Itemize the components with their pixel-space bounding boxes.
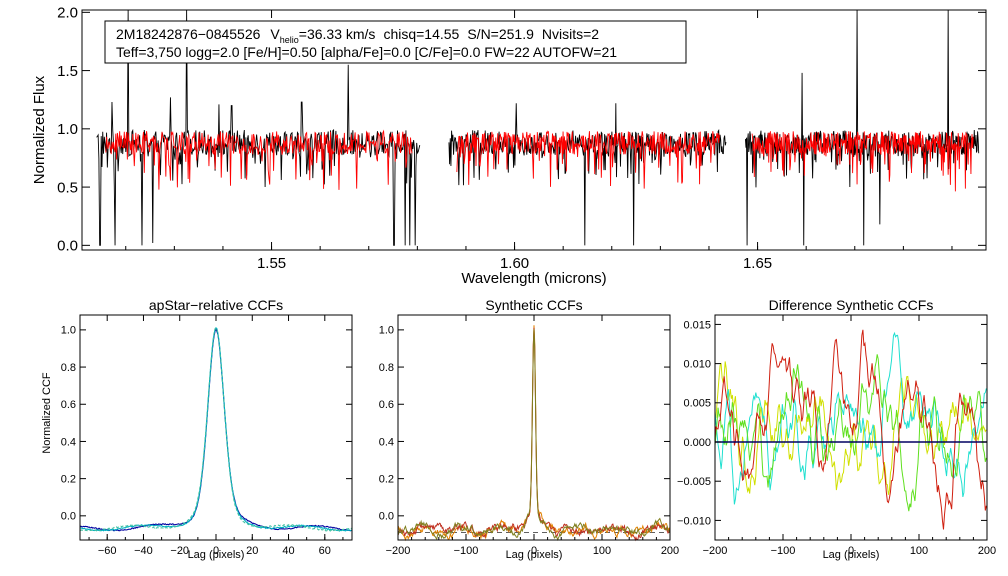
- y-tick-label: 0.6: [61, 399, 76, 411]
- synthetic-traces: [397, 325, 671, 542]
- y-tick-label: 1.0: [379, 325, 394, 337]
- synthetic-ccf-panel: Synthetic CCFs −200 −100 0 100 200 0.0 0.2 0.4 0…: [379, 297, 679, 561]
- y-tick-label: −0.010: [677, 515, 711, 527]
- y-tick-label: 0.005: [683, 398, 711, 410]
- info-line-2: Teff=3,750 logg=2.0 [Fe/H]=0.50 [alpha/F…: [116, 44, 617, 60]
- x-tick-label: −60: [98, 545, 117, 557]
- x-tick-label: 100: [910, 545, 928, 557]
- synthetic-title: Synthetic CCFs: [485, 297, 582, 313]
- difference-title: Difference Synthetic CCFs: [769, 297, 934, 313]
- x-tick-label: −200: [386, 545, 411, 557]
- y-tick-label: 0.2: [61, 473, 76, 485]
- info-chisq: chisq=14.55: [383, 26, 459, 42]
- spectrum-axis-ticks: [82, 10, 986, 250]
- x-tick-label: 0: [213, 545, 219, 557]
- info-line-1: 2M18242876−0845526 Vhelio=36.33 km/s chisq…: [116, 26, 599, 45]
- info-v-value: =36.33 km/s: [299, 26, 376, 42]
- x-tick-label: 1.60: [500, 255, 529, 272]
- model-trace-chip-blue: [105, 129, 413, 190]
- x-tick-label: 200: [661, 545, 679, 557]
- x-tick-label: 0: [848, 545, 854, 557]
- y-tick-label: 0.015: [683, 319, 711, 331]
- spectrum-panel: 1.55 1.60 1.65 0.0 0.5 1.0 1.5 2.0 Wavelength (…: [31, 5, 987, 287]
- x-tick-label: 200: [978, 545, 996, 557]
- y-tick-label: 0.0: [57, 238, 78, 255]
- observed-trace-chip-red: [744, 9, 980, 246]
- y-tick-label: 0.000: [683, 437, 711, 449]
- y-tick-label: 0.010: [683, 358, 711, 370]
- diff-yellow-trace: [714, 361, 987, 495]
- info-box-frame: [104, 20, 687, 64]
- info-v-prefix: V: [270, 26, 280, 42]
- difference-traces: [714, 329, 987, 530]
- info-v-subscript: helio: [280, 35, 299, 45]
- x-tick-label: −200: [703, 545, 728, 557]
- spectrum-traces: [96, 9, 980, 246]
- x-tick-label: 1.55: [257, 255, 286, 272]
- apstar-title: apStar−relative CCFs: [149, 297, 283, 313]
- apstar-tick-labels: −60 −40 −20 0 20 40 60 0.0 0.2 0.4 0.6 0.8 1.0: [61, 325, 331, 557]
- spectrum-xlabel: Wavelength (microns): [461, 270, 606, 287]
- model-trace-chip-green: [456, 130, 720, 189]
- synthetic-tick-labels: −200 −100 0 100 200 0.0 0.2 0.4 0.6 0.8 1.0: [379, 325, 679, 557]
- x-tick-label: 20: [246, 545, 258, 557]
- apstar-xlabel: Lag (pixels): [188, 549, 245, 561]
- y-tick-label: 0.0: [379, 511, 394, 523]
- diff-green-trace: [714, 354, 987, 512]
- y-tick-label: 0.2: [379, 473, 394, 485]
- x-tick-label: −100: [454, 545, 479, 557]
- y-tick-label: 0.8: [379, 362, 394, 374]
- difference-xlabel: Lag (pixels): [823, 549, 880, 561]
- y-tick-label: 0.0: [61, 511, 76, 523]
- spectrum-tick-labels: 1.55 1.60 1.65 0.0 0.5 1.0 1.5 2.0: [57, 5, 772, 272]
- spectrum-axes-frame: [81, 9, 987, 251]
- difference-tick-labels: −200 −100 0 100 200 −0.010 −0.005 0.000 0.005 0.0…: [677, 319, 996, 557]
- diff-red-trace: [714, 329, 987, 530]
- y-tick-label: 0.8: [61, 362, 76, 374]
- x-tick-label: −40: [134, 545, 153, 557]
- y-tick-label: 0.5: [57, 179, 78, 196]
- model-trace-chip-red: [751, 131, 974, 192]
- apstar-axes-frame: [79, 314, 353, 541]
- synthetic-xlabel: Lag (pixels): [506, 549, 563, 561]
- info-nvisits: Nvisits=2: [542, 26, 599, 42]
- apstar-axis-ticks: [80, 315, 352, 540]
- difference-axes-frame: [714, 314, 988, 541]
- y-tick-label: 0.4: [379, 436, 394, 448]
- apstar-traces: [79, 327, 353, 532]
- y-tick-label: 2.0: [57, 5, 78, 22]
- synthetic-axes-frame: [397, 314, 671, 541]
- x-tick-label: 40: [282, 545, 294, 557]
- info-star-id: 2M18242876−0845526: [116, 26, 261, 42]
- y-tick-label: 0.4: [61, 436, 76, 448]
- ccf-2-trace: [79, 327, 353, 532]
- spectrum-ylabel: Normalized Flux: [31, 75, 48, 184]
- y-tick-label: 1.0: [61, 325, 76, 337]
- y-tick-label: −0.005: [677, 476, 711, 488]
- x-tick-label: −100: [771, 545, 796, 557]
- diff-cyan-trace: [714, 331, 987, 505]
- apstar-ylabel: Normalized CCF: [41, 372, 53, 454]
- y-tick-label: 0.6: [379, 399, 394, 411]
- x-tick-label: 0: [531, 545, 537, 557]
- ccf-red-trace: [397, 327, 671, 542]
- spectrum-info-box: 2M18242876−0845526 Vhelio=36.33 km/s chisq…: [104, 20, 687, 64]
- info-snr: S/N=251.9: [467, 26, 534, 42]
- x-tick-label: −20: [170, 545, 189, 557]
- x-tick-label: 100: [593, 545, 611, 557]
- x-tick-label: 60: [319, 545, 331, 557]
- ccf-olive-trace: [397, 329, 671, 541]
- apstar-ccf-panel: apStar−relative CCFs −60 −40 −20 0 20 40 60 0.0…: [41, 297, 353, 561]
- y-tick-label: 1.5: [57, 63, 78, 80]
- y-tick-label: 1.0: [57, 121, 78, 138]
- x-tick-label: 1.65: [743, 255, 772, 272]
- difference-ccf-panel: Difference Synthetic CCFs −200 −100 0 100 20…: [677, 297, 996, 561]
